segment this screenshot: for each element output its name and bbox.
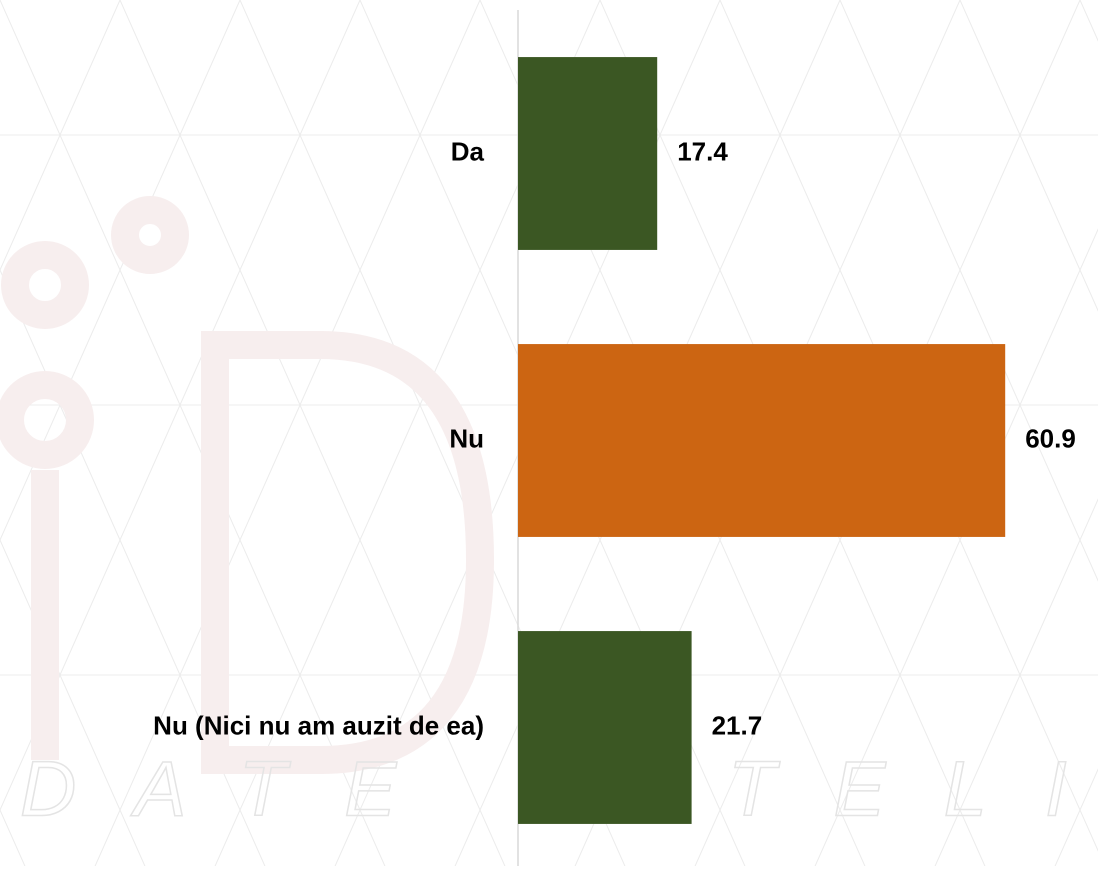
category-label: Nu (Nici nu am auzit de ea) [153,710,484,740]
bar [518,344,1006,537]
watermark-logo [0,196,495,774]
category-label: Da [451,136,485,166]
bar [518,631,692,824]
bar [518,57,658,250]
value-label: 60.9 [1025,423,1076,453]
category-label: Nu [449,423,484,453]
value-label: 21.7 [712,710,763,740]
value-label: 17.4 [677,136,728,166]
